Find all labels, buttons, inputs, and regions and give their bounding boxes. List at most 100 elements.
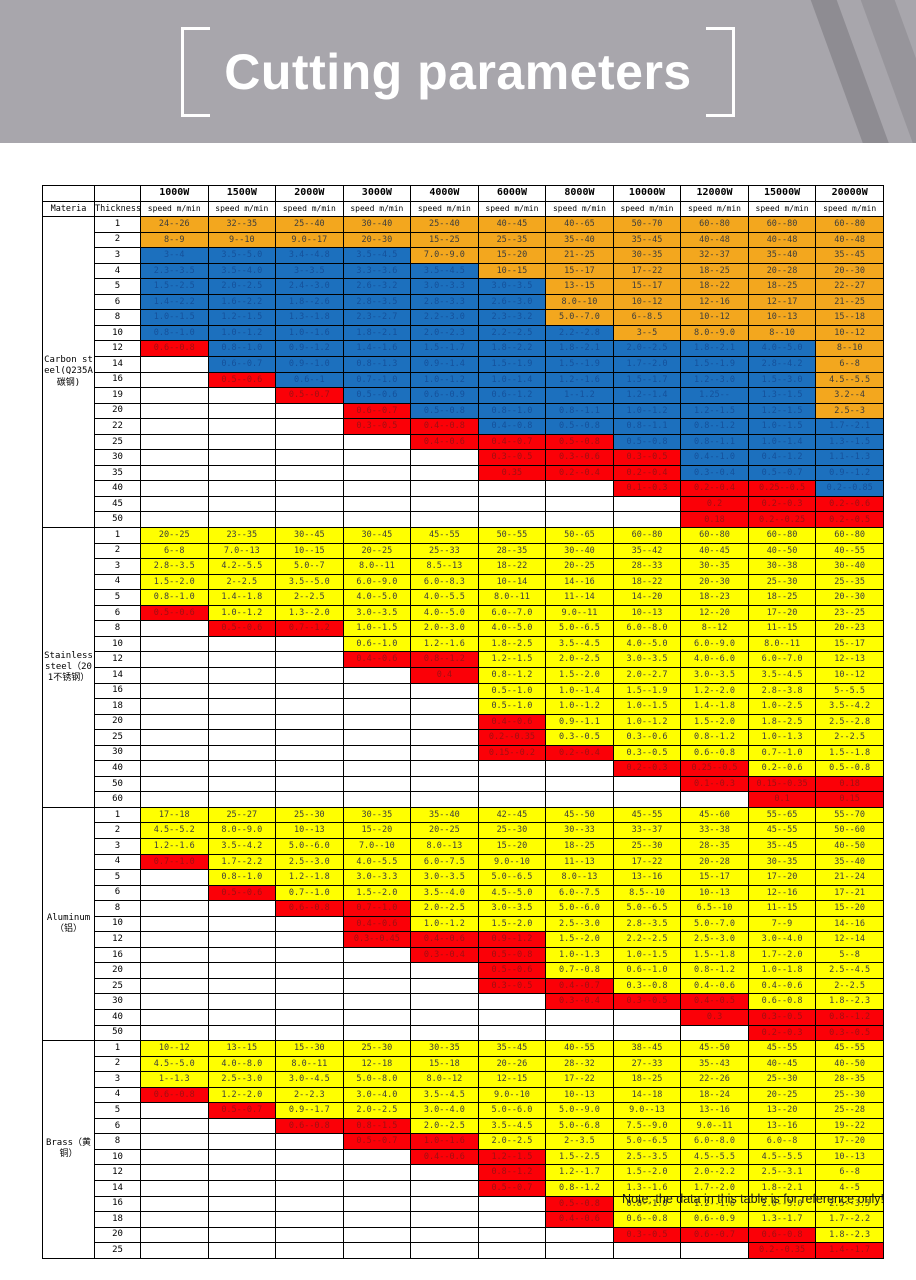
speed-cell — [207, 387, 277, 404]
thickness-cell: 6 — [94, 884, 141, 902]
speed-cell: 35--45 — [612, 231, 682, 249]
table-row: 40 0.1--0.3 0.2--0.4 0.25--0.5 0.2--0.85 — [43, 480, 884, 497]
speed-cell: 20--25 — [747, 1086, 817, 1104]
speed-cell: 40--48 — [747, 231, 817, 249]
speed-cell: 3.0--3.5 — [342, 604, 412, 622]
speed-cell: 0.2--0.4 — [545, 744, 614, 762]
thickness-cell: 16 — [94, 682, 141, 700]
speed-cell: 2.0--2.5 — [612, 340, 682, 358]
speed-cell: 1.6--2.2 — [207, 293, 277, 311]
speed-cell — [140, 791, 209, 808]
speed-cell: 1.8--2.1 — [342, 324, 412, 342]
speed-cell: 0.2--0.5 — [815, 511, 884, 529]
speed-cell: 20--30 — [815, 262, 884, 280]
speed-cell: 1.8--2.5 — [477, 635, 547, 653]
speed-cell: 3.5--4.2 — [815, 698, 884, 715]
speed-cell: 1.2--1.6 — [545, 371, 614, 389]
speed-cell: 1.5--1.9 — [477, 356, 547, 373]
speed-cell: 14--16 — [545, 573, 614, 591]
speed-cell: 4.2--5.5 — [207, 558, 277, 575]
speed-cell: 2.4--3.0 — [275, 278, 344, 295]
cutting-parameters-table: 1000W 1500W 2000W 3000W 4000W 6000W 8000W 10000… — [42, 185, 884, 1259]
speed-cell: 1.2--1.6 — [680, 1195, 749, 1213]
speed-cell: 1.4--2.2 — [140, 293, 209, 311]
speed-cell: 3.0--4.0 — [342, 1086, 412, 1104]
speed-cell: 1.4--1.8 — [680, 698, 749, 715]
speed-cell: 60--80 — [747, 216, 817, 233]
speed-cell: 18--24 — [680, 1086, 749, 1104]
table-row: 20 0.6--0.7 0.5--0.8 0.8--1.0 0.8--1.1 1.0--1… — [43, 402, 884, 420]
speed-cell: 4.0--5.0 — [410, 604, 479, 622]
speed-cell: 25--40 — [410, 216, 479, 233]
speed-cell: 17--22 — [545, 1071, 614, 1088]
speed-cell: 6--8.5 — [612, 309, 682, 326]
speed-cell: 1--1.2 — [545, 387, 614, 404]
speed-cell: 11--14 — [545, 589, 614, 606]
speed-cell: 25--27 — [207, 806, 277, 824]
speed-cell: 8.0--13 — [410, 837, 479, 855]
thickness-cell: 25 — [94, 977, 141, 995]
thickness-cell: 14 — [94, 1180, 141, 1197]
speed-cell: 13--16 — [612, 869, 682, 886]
speed-cell: 0.25--0.5 — [680, 760, 749, 777]
speed-cell: 6.0--8.0 — [612, 620, 682, 637]
speed-cell — [140, 464, 209, 482]
speed-cell: 1.7--2.2 — [815, 1211, 884, 1228]
speed-cell — [140, 1024, 209, 1042]
table-row: 8 1.0--1.5 1.2--1.5 1.3--1.8 2.3--2.7 2.2--3.… — [43, 309, 884, 326]
speed-cell — [477, 1024, 547, 1042]
speed-cell: 3--4 — [140, 247, 209, 264]
speed-cell: 9.0--17 — [275, 231, 344, 249]
power-column-header: 1000W — [140, 185, 209, 202]
table-row: 16 0.5--1.0 1.0--1.4 1.5--1.9 1.2--2.0 2.8--3… — [43, 682, 884, 700]
table-row: 16 0.3--0.4 0.5--0.8 1.0--1.3 1.0--1.5 1.5--1… — [43, 946, 884, 964]
speed-cell: 25--30 — [747, 1071, 817, 1088]
speed-cell: 0.7--1.0 — [275, 884, 344, 902]
thickness-cell: 5 — [94, 1102, 141, 1119]
speed-cell: 0.3--0.5 — [815, 1024, 884, 1042]
speed-cell — [140, 931, 209, 948]
speed-cell: 21--25 — [815, 293, 884, 311]
table-row: 25 0.2--0.35 0.3--0.5 0.3--0.6 0.8--1.2 1.0--… — [43, 729, 884, 746]
thickness-cell: 12 — [94, 931, 141, 948]
speed-cell: 25--33 — [410, 542, 479, 560]
speed-cell — [207, 1024, 277, 1042]
speed-cell — [140, 744, 209, 762]
speed-cell — [680, 1024, 749, 1042]
thickness-cell: 25 — [94, 729, 141, 746]
speed-cell: 20--30 — [342, 231, 412, 249]
speed-cell: 0.8--1.2 — [410, 651, 479, 668]
speed-cell: 1.2--1.5 — [207, 309, 277, 326]
speed-cell: 10--13 — [545, 1086, 614, 1104]
speed-cell: 0.4--0.7 — [477, 433, 547, 451]
speed-cell: 12--16 — [747, 884, 817, 902]
speed-cell: 0.6--0.8 — [140, 1086, 209, 1104]
speed-cell: 1.0--1.5 — [612, 698, 682, 715]
speed-cell: 0.6--0.9 — [680, 1211, 749, 1228]
speed-cell: 35--45 — [815, 247, 884, 264]
thickness-cell: 20 — [94, 962, 141, 979]
speed-cell: 2.0--2.7 — [612, 666, 682, 684]
speed-cell — [545, 791, 614, 808]
speed-cell: 1.8--2.6 — [275, 293, 344, 311]
speed-cell: 0.6--1.0 — [342, 635, 412, 653]
speed-cell: 10--13 — [612, 604, 682, 622]
speed-cell — [140, 698, 209, 715]
speed-cell: 1.0--1.4 — [477, 371, 547, 389]
speed-cell: 4.5--5.5 — [680, 1148, 749, 1166]
speed-cell: 10--13 — [815, 1148, 884, 1166]
speed-cell: 1.0--1.5 — [342, 620, 412, 637]
speed-cell: 1.8--2.3 — [815, 993, 884, 1010]
speed-unit-header: speed m/min — [410, 200, 479, 218]
speed-cell: 4.0--5.5 — [410, 589, 479, 606]
speed-cell: 60--80 — [815, 527, 884, 544]
speed-cell: 1.0--1.5 — [612, 946, 682, 964]
speed-cell: 1.5--2.0 — [477, 915, 547, 933]
material-label: Brass（黄铜） — [42, 1040, 95, 1259]
speed-cell — [612, 775, 682, 793]
speed-cell: 0.4--0.7 — [545, 977, 614, 995]
speed-cell: 14--20 — [612, 589, 682, 606]
speed-cell — [410, 977, 479, 995]
speed-cell: 28--35 — [815, 1071, 884, 1088]
speed-cell: 3.0--3.5 — [410, 869, 479, 886]
